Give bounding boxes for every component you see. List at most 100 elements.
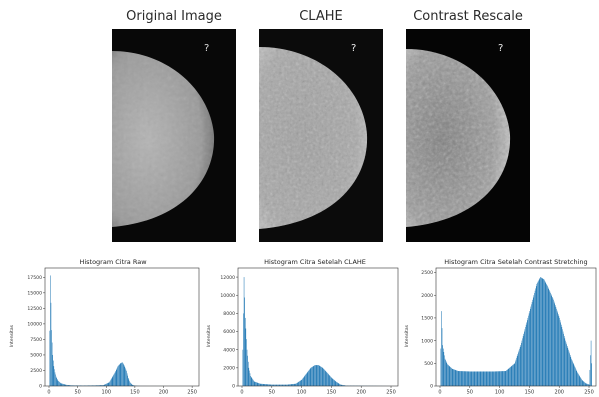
hist-bar [296, 382, 298, 386]
hist-bar [527, 317, 529, 386]
hist-bar [490, 371, 491, 386]
hist-bar [499, 371, 501, 386]
y-tick-label: 10000 [220, 293, 235, 299]
y-tick-label: 0 [232, 384, 235, 390]
x-tick-label: 0 [240, 390, 243, 396]
histogram-contrast-stretching: Histogram Citra Setelah Contrast Stretch… [403, 256, 599, 397]
hist-bar [549, 291, 551, 386]
hist-bar [487, 371, 488, 386]
hist-bar [285, 384, 287, 386]
hist-bar [531, 302, 533, 386]
hist-bar [451, 368, 453, 386]
hist-bar [508, 368, 510, 386]
hist-bar [62, 383, 63, 386]
hist-bar [453, 369, 455, 386]
hist-bar [296, 383, 297, 386]
hist-bar [507, 368, 509, 386]
hist-bar [281, 384, 283, 386]
histogram-clahe: Histogram Citra Setelah CLAHE Intensitas… [205, 256, 401, 397]
hist-bar [544, 280, 545, 386]
hist-bar [543, 278, 544, 386]
hist-bar [585, 383, 586, 386]
hist-bar [123, 364, 124, 386]
hist-bar [475, 371, 477, 386]
hist-bar [295, 383, 296, 386]
hist-bar [547, 286, 548, 386]
image-title-clahe: CLAHE [299, 9, 343, 24]
hist-bar [511, 365, 513, 386]
hist-bar [71, 385, 72, 386]
hist-bar [572, 362, 574, 386]
hist-bar [95, 385, 97, 386]
hist-bar [282, 384, 284, 386]
hist-bar [475, 371, 476, 386]
hist-bar [129, 382, 131, 386]
hist-bar [548, 288, 550, 386]
hist-bar [583, 381, 584, 386]
hist-bar [242, 349, 244, 386]
svg-text:?: ? [204, 43, 209, 54]
hist-bar [340, 384, 342, 386]
hist-bar [281, 384, 282, 386]
hist-bar [556, 308, 557, 386]
hist-bar [552, 297, 553, 386]
hist-bar [448, 365, 450, 386]
hist-bar [132, 384, 133, 386]
hist-bar [550, 292, 551, 386]
hist-bar [321, 367, 323, 386]
hist-bar [66, 384, 68, 386]
hist-bar [343, 385, 344, 386]
hist-bar [483, 371, 485, 386]
hist-bar [584, 382, 586, 386]
hist-bar [461, 371, 462, 386]
hist-bar [243, 277, 245, 386]
hist-bar [315, 365, 316, 386]
hist-bar [266, 384, 267, 386]
hist-bar [120, 363, 122, 386]
hist-bar [280, 384, 282, 386]
hist-bar [99, 385, 100, 386]
hist-bar [518, 352, 519, 386]
hist-bar [61, 383, 63, 386]
hist-bar [341, 384, 343, 386]
hist-bar [546, 285, 548, 386]
hist-bar [284, 384, 286, 386]
hist-bar [579, 376, 581, 386]
hist-bar [337, 382, 338, 386]
hist-bar [243, 313, 244, 386]
hist-bar [500, 371, 502, 386]
hist-bar [451, 368, 452, 386]
hist-bar [333, 379, 335, 386]
hist-bar [292, 384, 293, 386]
hist-bar [342, 384, 343, 386]
hist-bar [522, 336, 524, 386]
hist-bar [311, 367, 313, 386]
hist-bar [465, 371, 466, 386]
hist-bar [454, 369, 456, 386]
hist-bar [130, 383, 132, 386]
hist-bar [59, 382, 61, 386]
hist-bar [441, 311, 442, 386]
hist-bar [498, 371, 499, 386]
hist-bar [271, 384, 272, 386]
hist-bar [63, 384, 64, 386]
hist-bar [274, 384, 275, 386]
hist-bar [452, 368, 454, 386]
hist-bar [444, 358, 446, 386]
hist-bar [444, 355, 445, 386]
hist-bar [270, 384, 271, 386]
hist-bar [493, 371, 495, 386]
hist-bar [129, 380, 130, 386]
hist-bar [96, 385, 98, 386]
hist-bar [125, 368, 126, 386]
hist-bar [317, 365, 319, 386]
hist-bar [449, 366, 451, 386]
y-tick-label: 12500 [27, 306, 42, 312]
hist-bar [251, 377, 253, 386]
hist-bar [288, 384, 290, 386]
hist-bar [259, 383, 260, 386]
hist-bar [265, 384, 267, 386]
hist-bar [49, 330, 51, 386]
hist-bar [69, 385, 71, 386]
hist-bar [121, 362, 123, 386]
